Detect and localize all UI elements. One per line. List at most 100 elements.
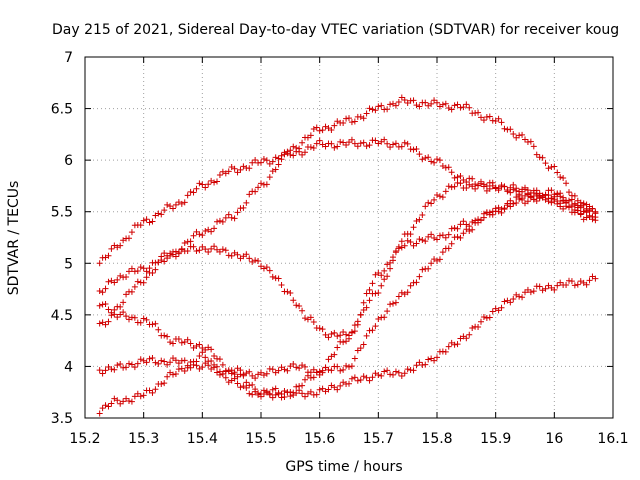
data-point xyxy=(422,99,429,106)
data-point xyxy=(533,197,540,204)
data-point xyxy=(574,281,581,288)
data-point xyxy=(372,323,379,330)
data-point xyxy=(384,308,391,315)
data-point xyxy=(219,168,226,175)
data-point xyxy=(117,303,124,310)
data-point xyxy=(363,332,370,339)
data-point xyxy=(480,214,487,221)
data-point xyxy=(563,281,570,288)
data-point xyxy=(128,288,135,295)
data-point xyxy=(102,402,109,409)
data-point xyxy=(263,264,270,271)
data-point xyxy=(337,332,344,339)
data-point xyxy=(384,261,391,268)
data-point xyxy=(246,165,253,172)
data-point xyxy=(390,371,396,378)
data-point xyxy=(181,199,188,206)
data-point xyxy=(451,174,458,181)
data-point xyxy=(246,255,253,262)
data-point xyxy=(398,143,405,150)
data-point xyxy=(161,207,168,214)
data-point xyxy=(592,275,599,282)
data-point xyxy=(199,232,206,239)
data-point xyxy=(372,137,379,144)
data-point xyxy=(366,297,373,304)
data-point xyxy=(351,140,358,147)
data-point xyxy=(214,218,220,225)
data-point xyxy=(495,185,502,192)
data-point xyxy=(313,124,320,131)
data-point xyxy=(199,181,206,188)
data-point xyxy=(340,329,347,336)
data-point xyxy=(111,366,118,373)
data-point xyxy=(439,249,446,256)
data-point xyxy=(551,196,558,203)
data-point xyxy=(181,239,188,246)
x-tick-label: 15.4 xyxy=(187,431,218,447)
plot-frame xyxy=(84,56,614,419)
data-point xyxy=(501,125,508,132)
data-point xyxy=(302,363,308,370)
data-point xyxy=(366,142,373,149)
x-tick-label: 15.8 xyxy=(421,431,452,447)
data-point xyxy=(340,120,347,127)
data-point xyxy=(445,245,452,252)
data-point xyxy=(331,329,338,336)
data-point xyxy=(234,380,241,387)
data-point xyxy=(172,371,179,378)
data-point xyxy=(366,377,373,384)
data-point xyxy=(475,109,482,116)
data-point xyxy=(542,191,549,198)
data-point xyxy=(322,331,329,338)
data-point xyxy=(469,226,476,233)
data-point xyxy=(387,301,394,308)
data-point xyxy=(208,346,215,353)
data-point xyxy=(463,101,470,108)
data-point xyxy=(108,366,115,373)
data-point xyxy=(105,278,112,285)
data-point xyxy=(281,388,288,395)
data-point xyxy=(469,219,476,226)
data-point xyxy=(228,370,235,377)
data-point xyxy=(457,180,464,187)
data-point xyxy=(211,353,218,360)
data-point xyxy=(472,185,479,192)
data-point xyxy=(413,145,420,152)
data-point xyxy=(568,196,575,203)
data-point xyxy=(457,172,464,179)
data-point xyxy=(208,228,215,235)
data-point xyxy=(378,282,385,289)
data-point xyxy=(507,299,514,306)
data-point xyxy=(164,255,171,262)
data-point xyxy=(363,143,370,150)
data-point xyxy=(527,289,534,296)
data-point xyxy=(114,397,121,404)
data-point xyxy=(346,115,352,122)
data-point xyxy=(96,260,103,267)
data-point xyxy=(310,126,317,133)
data-point xyxy=(231,375,238,382)
data-point xyxy=(123,364,130,371)
data-point xyxy=(463,178,470,185)
data-point xyxy=(258,180,264,187)
data-point xyxy=(445,104,452,111)
data-point xyxy=(216,172,223,179)
data-point xyxy=(442,100,449,107)
data-point xyxy=(501,206,508,213)
data-point xyxy=(214,178,220,185)
data-point xyxy=(372,107,379,114)
data-point xyxy=(407,282,414,289)
data-point xyxy=(164,373,171,380)
data-point xyxy=(533,191,540,198)
data-point xyxy=(478,217,484,224)
data-point xyxy=(105,252,112,259)
x-tick-label: 15.5 xyxy=(245,431,276,447)
data-point xyxy=(498,304,505,311)
data-point xyxy=(120,309,127,316)
data-point xyxy=(486,113,493,120)
data-point xyxy=(161,258,168,265)
data-point xyxy=(519,131,526,138)
x-tick-label: 15.6 xyxy=(304,431,335,447)
data-point xyxy=(137,222,144,229)
x-axis-label: GPS time / hours xyxy=(285,459,402,475)
